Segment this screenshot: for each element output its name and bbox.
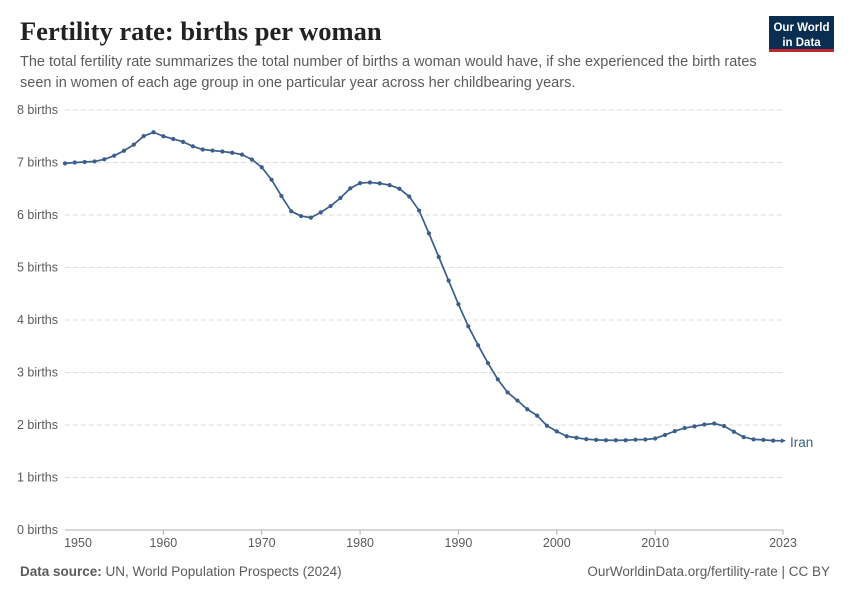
svg-text:1990: 1990 — [445, 536, 473, 550]
svg-text:6 births: 6 births — [17, 208, 58, 222]
svg-text:2010: 2010 — [641, 536, 669, 550]
svg-text:5 births: 5 births — [17, 261, 58, 275]
svg-text:0 births: 0 births — [17, 523, 58, 537]
svg-text:2023: 2023 — [769, 536, 797, 550]
svg-text:3 births: 3 births — [17, 366, 58, 380]
svg-text:1980: 1980 — [346, 536, 374, 550]
svg-text:1960: 1960 — [149, 536, 177, 550]
svg-text:1970: 1970 — [248, 536, 276, 550]
svg-text:1 births: 1 births — [17, 471, 58, 485]
svg-text:7 births: 7 births — [17, 156, 58, 170]
svg-text:8 births: 8 births — [17, 103, 58, 117]
svg-text:4 births: 4 births — [17, 313, 58, 327]
svg-text:Iran: Iran — [790, 435, 813, 450]
svg-text:1950: 1950 — [64, 536, 92, 550]
svg-text:2000: 2000 — [543, 536, 571, 550]
svg-text:2 births: 2 births — [17, 418, 58, 432]
